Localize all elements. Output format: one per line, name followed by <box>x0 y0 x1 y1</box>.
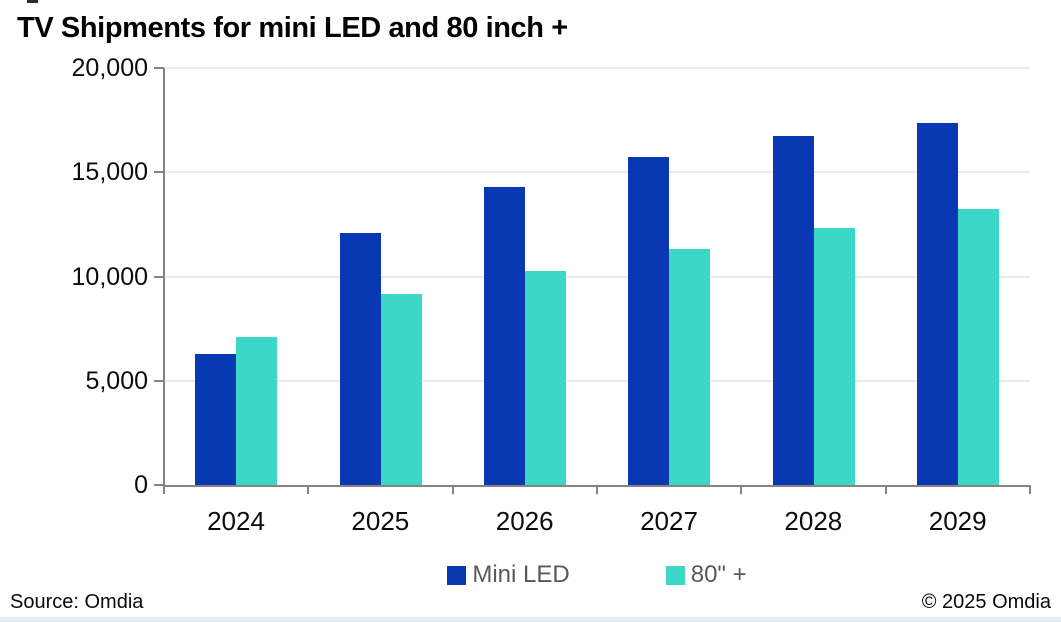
bar-80-2027 <box>669 249 711 485</box>
x-axis-tick <box>884 485 887 494</box>
x-axis-label: 2028 <box>784 506 843 536</box>
y-axis-tick <box>154 171 164 174</box>
legend-label-mini-led: Mini LED <box>472 561 570 588</box>
y-axis-tick <box>154 275 164 278</box>
x-axis-tick <box>740 485 743 494</box>
screenshot-artifact <box>27 0 38 3</box>
x-axis-tick <box>1029 485 1031 494</box>
x-axis-line <box>163 485 1031 487</box>
legend-label-80-plus: 80" + <box>690 561 747 588</box>
y-axis-tick <box>154 379 164 382</box>
bar-mini-led-2028 <box>772 135 814 485</box>
source-attribution: Source: Omdia <box>10 591 144 613</box>
legend-swatch-mini-led <box>447 565 467 585</box>
legend-item-80-plus: 80" + <box>665 561 747 589</box>
gridline <box>164 379 1030 382</box>
gridline <box>164 171 1030 174</box>
bar-mini-led-2026 <box>483 186 525 485</box>
x-axis-tick <box>596 485 598 494</box>
x-axis-label: 2025 <box>351 506 410 536</box>
x-axis-label: 2029 <box>928 506 987 536</box>
bar-80-2028 <box>813 227 855 485</box>
y-axis-tick-label: 20,000 <box>71 54 148 82</box>
x-axis-label: 2027 <box>640 506 698 536</box>
x-axis-label: 2024 <box>207 506 265 536</box>
y-axis-line <box>163 68 165 487</box>
y-axis-tick-label: 0 <box>134 471 148 499</box>
x-axis-tick <box>451 485 454 494</box>
bar-mini-led-2025 <box>339 232 381 485</box>
x-axis-tick <box>163 485 165 494</box>
bar-80-2024 <box>236 336 278 485</box>
copyright-notice: © 2025 Omdia <box>921 591 1051 613</box>
y-axis-tick-label: 5,000 <box>85 366 148 395</box>
x-axis-tick <box>307 485 310 494</box>
y-axis-tick-label: 15,000 <box>71 158 148 187</box>
x-axis-label: 2026 <box>495 506 554 536</box>
bar-80-2026 <box>524 271 566 485</box>
gridline <box>164 67 1030 69</box>
y-axis-tick-label: 10,000 <box>71 262 148 291</box>
bar-80-2029 <box>957 208 999 485</box>
bar-mini-led-2029 <box>916 123 958 485</box>
bar-80-2025 <box>380 294 422 485</box>
bar-mini-led-2024 <box>195 353 237 485</box>
gridline <box>164 275 1030 278</box>
y-axis-tick <box>154 484 164 486</box>
bottom-accent-strip <box>0 617 1061 622</box>
y-axis-tick <box>154 67 164 69</box>
bar-mini-led-2027 <box>628 156 670 485</box>
legend-swatch-80-plus <box>665 565 685 585</box>
chart-title: TV Shipments for mini LED and 80 inch + <box>17 12 568 44</box>
legend-item-mini-led: Mini LED <box>447 561 570 589</box>
legend: Mini LED 80" + <box>164 561 1030 589</box>
